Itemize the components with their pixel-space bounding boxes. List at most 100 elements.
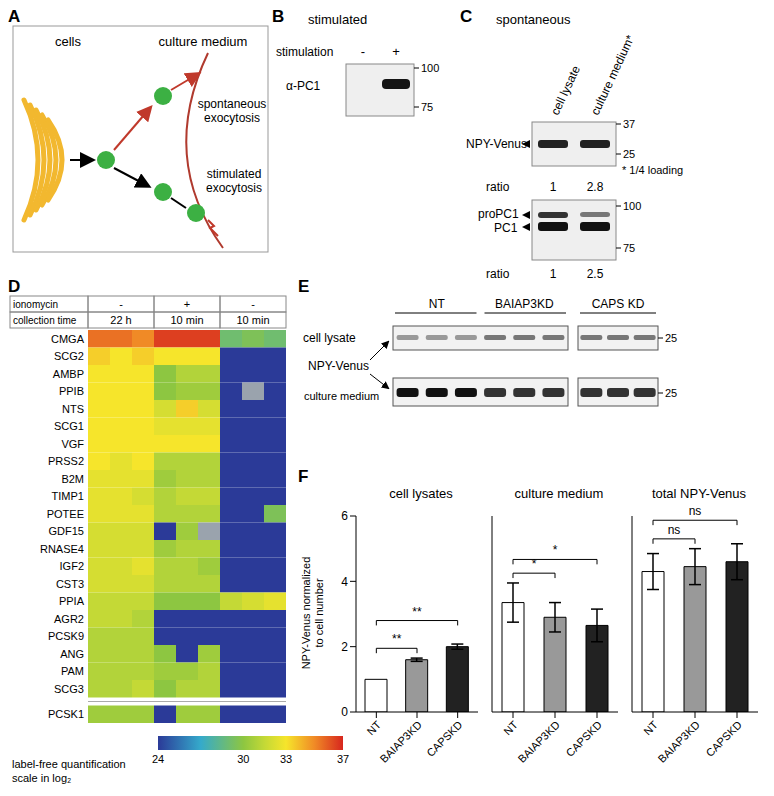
svg-text:B2M: B2M — [61, 473, 84, 485]
svg-text:A: A — [8, 8, 20, 26]
svg-text:30: 30 — [237, 753, 249, 765]
svg-text:25: 25 — [665, 332, 677, 344]
svg-text:2.8: 2.8 — [587, 180, 604, 194]
svg-text:spontaneous: spontaneous — [198, 97, 267, 111]
svg-text:PC1: PC1 — [494, 221, 518, 235]
svg-text:1: 1 — [550, 267, 557, 281]
svg-text:BAIAP3KD: BAIAP3KD — [377, 718, 424, 765]
svg-text:0: 0 — [341, 705, 348, 719]
svg-text:ANG: ANG — [60, 648, 84, 660]
svg-text:α-PC1: α-PC1 — [286, 79, 321, 93]
svg-text:PCSK9: PCSK9 — [48, 630, 84, 642]
svg-text:2: 2 — [341, 640, 348, 654]
svg-text:37: 37 — [623, 118, 635, 130]
svg-text:exocytosis: exocytosis — [204, 111, 260, 125]
svg-text:ratio: ratio — [486, 267, 510, 281]
svg-text:BAIAP3KD: BAIAP3KD — [655, 718, 702, 765]
svg-text:10 min: 10 min — [236, 314, 269, 326]
svg-text:CAPS KD: CAPS KD — [592, 297, 645, 311]
svg-text:RNASE4: RNASE4 — [40, 543, 84, 555]
svg-text:NT: NT — [364, 718, 383, 737]
svg-text:culture medium: culture medium — [159, 34, 248, 49]
svg-text:label-free quantification: label-free quantification — [12, 758, 126, 770]
svg-text:E: E — [298, 277, 309, 296]
svg-text:cells: cells — [55, 34, 82, 49]
svg-text:AMBP: AMBP — [53, 368, 84, 380]
svg-text:NPY-Venus normalized: NPY-Venus normalized — [300, 557, 312, 670]
svg-text:ionomycin: ionomycin — [13, 299, 58, 310]
svg-text:proPC1: proPC1 — [478, 207, 519, 221]
svg-text:VGF: VGF — [61, 438, 84, 450]
svg-text:culture medium: culture medium — [304, 390, 379, 402]
svg-text:POTEE: POTEE — [47, 508, 84, 520]
svg-text:CMGA: CMGA — [51, 333, 85, 345]
svg-text:-: - — [251, 298, 255, 310]
svg-text:cell lysate: cell lysate — [548, 63, 583, 117]
svg-text:2.5: 2.5 — [587, 267, 604, 281]
svg-text:PRSS2: PRSS2 — [48, 455, 84, 467]
svg-text:4: 4 — [341, 575, 348, 589]
svg-text:stimulated: stimulated — [308, 12, 367, 27]
svg-text:cell lysate: cell lysate — [303, 331, 356, 345]
svg-text:**: ** — [392, 632, 402, 646]
svg-text:24: 24 — [152, 753, 164, 765]
svg-text:ns: ns — [689, 504, 702, 518]
svg-text:*: * — [532, 557, 537, 571]
svg-text:25: 25 — [623, 148, 635, 160]
svg-text:33: 33 — [280, 753, 292, 765]
svg-text:SCG2: SCG2 — [54, 350, 84, 362]
svg-text:D: D — [8, 277, 20, 296]
svg-text:CAPSKD: CAPSKD — [563, 718, 604, 759]
svg-text:SCG3: SCG3 — [54, 683, 84, 695]
svg-text:culture medium*: culture medium* — [588, 32, 637, 117]
svg-text:BAIAP3KD: BAIAP3KD — [515, 718, 562, 765]
svg-text:-: - — [361, 44, 365, 59]
svg-text:NT: NT — [501, 718, 520, 737]
svg-text:22 h: 22 h — [110, 314, 131, 326]
svg-text:PCSK1: PCSK1 — [48, 708, 84, 720]
svg-text:TIMP1: TIMP1 — [52, 490, 84, 502]
svg-text:100: 100 — [623, 200, 641, 212]
svg-text:* 1/4 loading: * 1/4 loading — [622, 164, 683, 176]
svg-text:75: 75 — [623, 242, 635, 254]
svg-text:to cell number: to cell number — [313, 578, 325, 647]
svg-text:NPY-Venus: NPY-Venus — [308, 359, 369, 373]
svg-text:ns: ns — [668, 523, 681, 537]
svg-text:exocytosis: exocytosis — [206, 181, 262, 195]
svg-text:37: 37 — [337, 753, 349, 765]
svg-text:CAPSKD: CAPSKD — [424, 718, 465, 759]
svg-text:stimulation: stimulation — [276, 45, 333, 59]
svg-text:100: 100 — [421, 62, 439, 74]
svg-text:1: 1 — [550, 180, 557, 194]
svg-text:collection time: collection time — [13, 315, 77, 326]
svg-text:6: 6 — [341, 509, 348, 523]
svg-text:25: 25 — [665, 387, 677, 399]
svg-text:NTS: NTS — [62, 403, 84, 415]
svg-text:*: * — [553, 543, 558, 557]
svg-text:PPIA: PPIA — [59, 595, 85, 607]
svg-text:AGR2: AGR2 — [54, 613, 84, 625]
svg-text:GDF15: GDF15 — [49, 525, 84, 537]
svg-text:CST3: CST3 — [56, 578, 84, 590]
svg-text:+: + — [184, 298, 190, 310]
svg-text:-: - — [119, 298, 123, 310]
svg-text:stimulated: stimulated — [207, 167, 262, 181]
svg-text:NPY-Venus: NPY-Venus — [466, 137, 527, 151]
svg-text:10 min: 10 min — [170, 314, 203, 326]
svg-text:**: ** — [412, 605, 422, 619]
svg-text:NT: NT — [429, 297, 446, 311]
svg-text:BAIAP3KD: BAIAP3KD — [495, 297, 554, 311]
svg-text:C: C — [460, 8, 472, 26]
svg-text:SCG1: SCG1 — [54, 420, 84, 432]
svg-text:NT: NT — [641, 718, 660, 737]
svg-text:+: + — [392, 44, 400, 59]
svg-text:F: F — [298, 467, 308, 486]
svg-text:scale in log₂: scale in log₂ — [12, 772, 71, 784]
svg-text:PPIB: PPIB — [59, 385, 84, 397]
svg-text:IGF2: IGF2 — [60, 560, 84, 572]
svg-text:PAM: PAM — [61, 665, 84, 677]
svg-text:CAPSKD: CAPSKD — [703, 718, 744, 759]
svg-text:ratio: ratio — [486, 180, 510, 194]
svg-text:spontaneous: spontaneous — [496, 12, 571, 27]
svg-text:75: 75 — [421, 101, 433, 113]
